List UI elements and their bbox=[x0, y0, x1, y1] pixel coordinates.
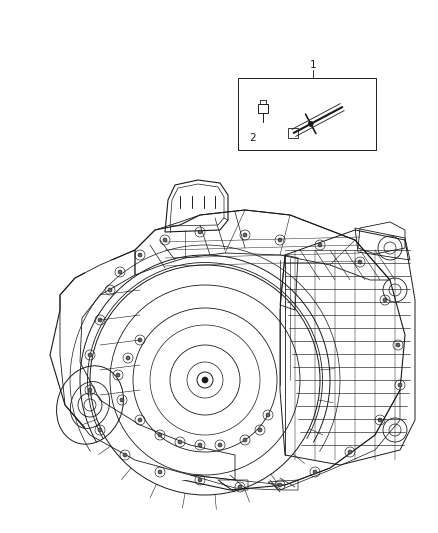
Circle shape bbox=[266, 413, 270, 417]
Circle shape bbox=[158, 433, 162, 437]
Circle shape bbox=[378, 418, 382, 422]
Circle shape bbox=[178, 440, 182, 444]
Circle shape bbox=[318, 243, 322, 247]
Text: 2: 2 bbox=[250, 133, 256, 143]
Circle shape bbox=[138, 253, 142, 257]
Circle shape bbox=[158, 470, 162, 474]
Circle shape bbox=[348, 450, 352, 454]
Circle shape bbox=[358, 260, 362, 264]
Circle shape bbox=[313, 470, 317, 474]
Circle shape bbox=[138, 338, 142, 342]
Polygon shape bbox=[85, 260, 285, 480]
Circle shape bbox=[308, 122, 313, 126]
Circle shape bbox=[118, 270, 122, 274]
Circle shape bbox=[138, 418, 142, 422]
Circle shape bbox=[278, 483, 282, 487]
Circle shape bbox=[238, 485, 242, 489]
Circle shape bbox=[198, 230, 202, 234]
Circle shape bbox=[198, 478, 202, 482]
Circle shape bbox=[163, 238, 167, 242]
Circle shape bbox=[108, 288, 112, 292]
Text: 1: 1 bbox=[310, 60, 316, 70]
Circle shape bbox=[396, 343, 400, 347]
Circle shape bbox=[98, 318, 102, 322]
Circle shape bbox=[123, 453, 127, 457]
Circle shape bbox=[383, 298, 387, 302]
Circle shape bbox=[126, 356, 130, 360]
Circle shape bbox=[258, 428, 262, 432]
Circle shape bbox=[202, 377, 208, 383]
Circle shape bbox=[98, 428, 102, 432]
Circle shape bbox=[278, 238, 282, 242]
Circle shape bbox=[218, 443, 222, 447]
Circle shape bbox=[243, 438, 247, 442]
Circle shape bbox=[243, 233, 247, 237]
Circle shape bbox=[116, 373, 120, 377]
Circle shape bbox=[198, 443, 202, 447]
Circle shape bbox=[398, 383, 402, 387]
Circle shape bbox=[88, 353, 92, 357]
Circle shape bbox=[120, 398, 124, 402]
Circle shape bbox=[88, 388, 92, 392]
